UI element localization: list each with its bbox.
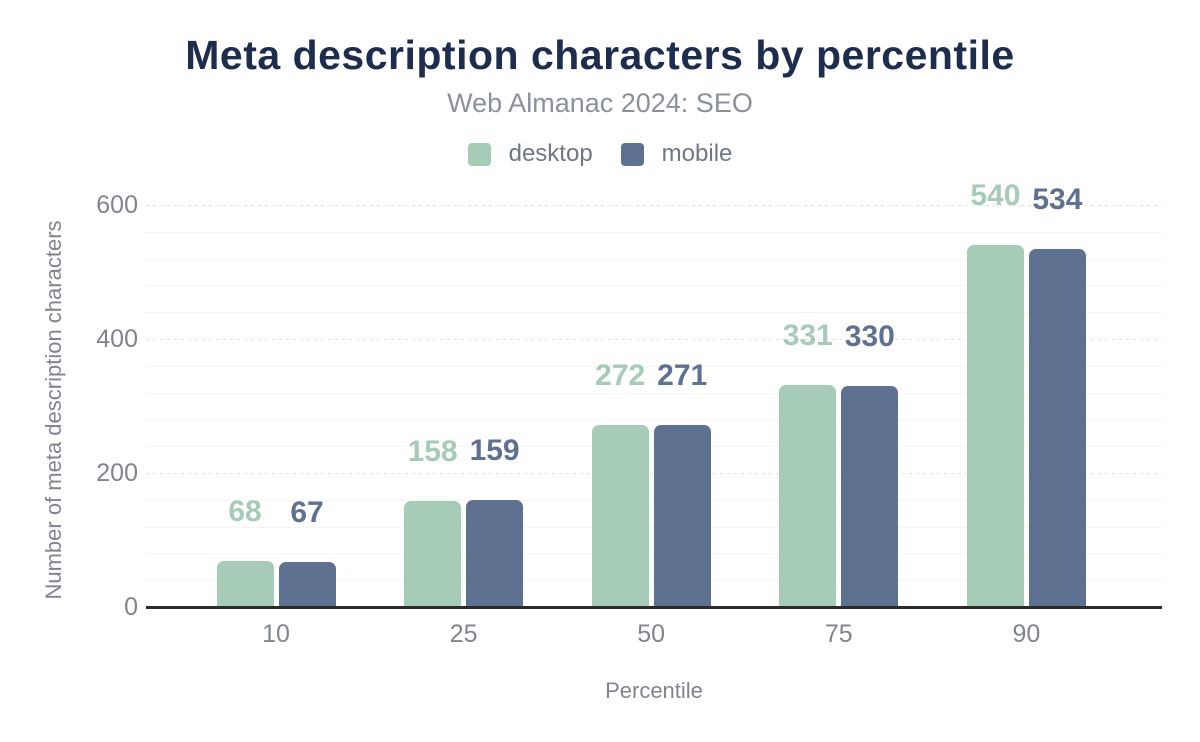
desktop-bar-p25: [404, 501, 462, 607]
mobile-bar-p75: [841, 385, 899, 607]
desktop-bar-p90: [966, 245, 1024, 607]
desktop-bar-p50: [591, 424, 649, 607]
legend: desktop mobile: [0, 140, 1200, 168]
desktop-bar-p10: [216, 561, 274, 607]
y-tick-label: 400: [96, 325, 138, 353]
mobile-bar-p90: [1028, 249, 1086, 607]
mobile-value-label-p25: 159: [469, 434, 520, 468]
desktop-bar-p75: [779, 385, 837, 607]
x-axis-title: Percentile: [605, 678, 703, 703]
desktop-value-label-p75: 331: [782, 319, 833, 353]
legend-item-desktop: desktop: [467, 140, 593, 168]
desktop-value-label-p25: 158: [407, 435, 458, 469]
x-tick-label: 90: [1012, 620, 1041, 648]
legend-item-mobile: mobile: [620, 140, 733, 168]
x-axis-line: [146, 606, 1162, 609]
desktop-value-label-p90: 540: [970, 179, 1021, 213]
mobile-bar-p25: [466, 500, 524, 607]
x-tick-label: 25: [449, 620, 478, 648]
x-tick-label: 75: [824, 620, 853, 648]
y-tick-label: 600: [96, 191, 138, 219]
x-tick-label: 10: [262, 620, 290, 648]
minor-gridline: [146, 392, 1162, 394]
y-tick-label: 0: [124, 593, 138, 621]
y-tick-label: 200: [96, 459, 138, 487]
mobile-series-swatch-icon: [620, 142, 644, 166]
mobile-value-label-p50: 271: [657, 359, 708, 393]
major-gridline: [146, 205, 1162, 206]
y-axis-title: Number of meta description characters: [41, 220, 66, 600]
mobile-bar-p50: [653, 425, 711, 607]
major-gridline: [146, 339, 1162, 340]
chart-subtitle: Web Almanac 2024: SEO: [447, 88, 753, 118]
minor-gridline: [146, 419, 1162, 421]
minor-gridline: [146, 312, 1162, 314]
mobile-value-label-p75: 330: [844, 319, 895, 353]
minor-gridline: [146, 285, 1162, 287]
desktop-series-swatch-icon: [467, 142, 491, 166]
minor-gridline: [146, 231, 1162, 233]
x-tick-label: 50: [637, 620, 666, 648]
plot-area: 68 67 158 159 272 271 331 330 540 534: [146, 181, 1162, 609]
desktop-value-label-p10: 68: [228, 495, 262, 529]
chart-title: Meta description characters by percentil…: [185, 32, 1015, 78]
mobile-bar-p10: [278, 562, 336, 607]
mobile-value-label-p10: 67: [290, 496, 324, 530]
legend-label-mobile: mobile: [661, 140, 733, 167]
legend-label-desktop: desktop: [508, 140, 593, 167]
minor-gridline: [146, 365, 1162, 367]
mobile-value-label-p90: 534: [1032, 183, 1083, 217]
minor-gridline: [146, 258, 1162, 260]
desktop-value-label-p50: 272: [595, 358, 646, 392]
